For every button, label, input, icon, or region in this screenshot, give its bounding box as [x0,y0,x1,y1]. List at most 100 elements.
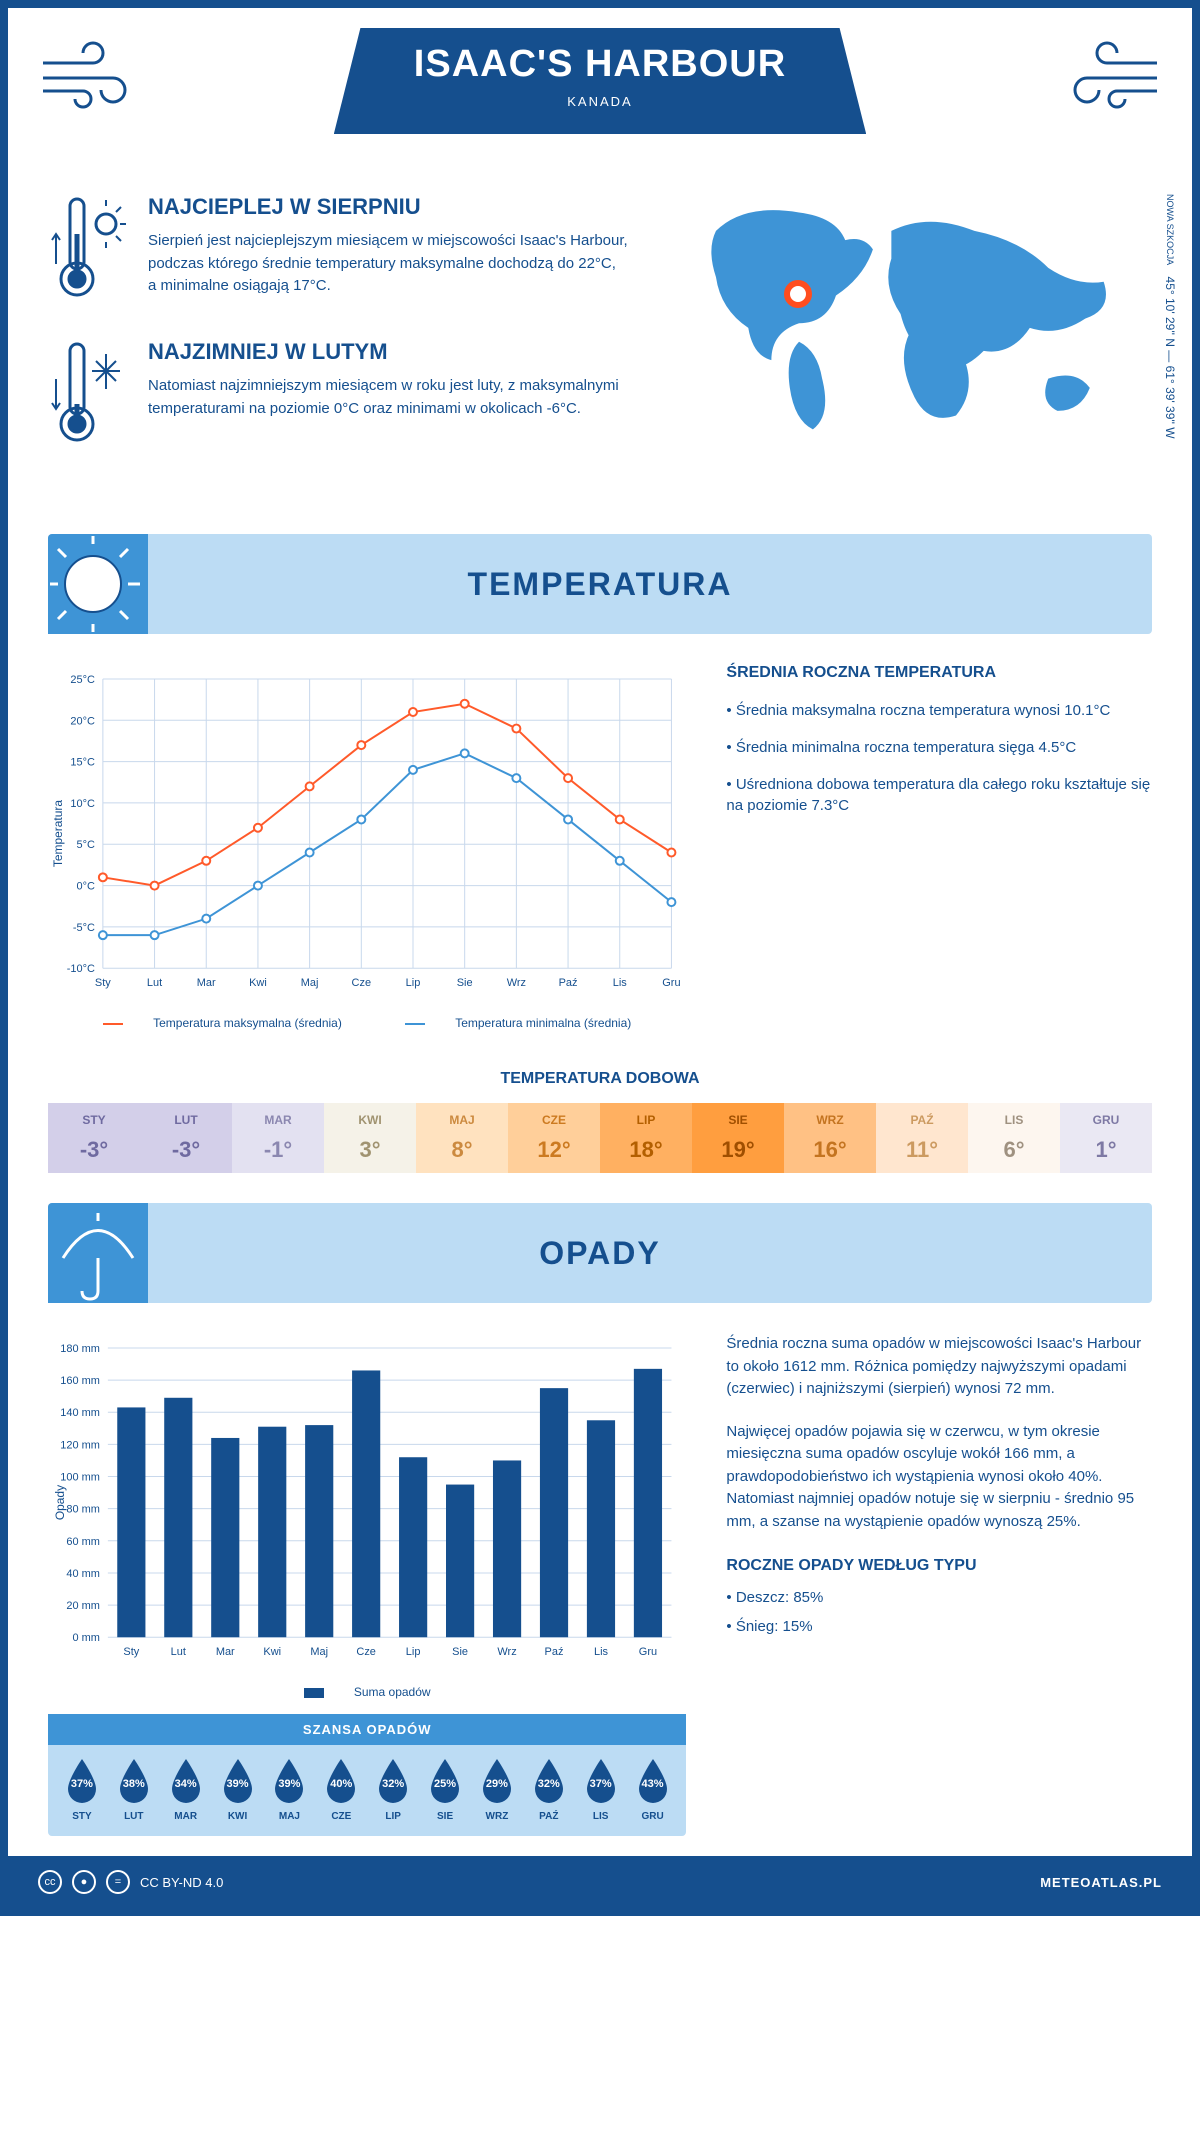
raindrop-icon: 39% [218,1757,258,1805]
svg-text:Cze: Cze [352,977,372,989]
precip-chance-month: MAJ [264,1811,316,1822]
temperature-banner: TEMPERATURA [48,534,1152,634]
svg-text:120 mm: 120 mm [60,1440,100,1452]
legend-min-label: Temperatura minimalna (średnia) [455,1016,631,1030]
precip-chance-month: STY [56,1811,108,1822]
svg-text:Sie: Sie [457,977,473,989]
wind-icon-left [38,33,148,125]
daily-temp-cell: GRU 1° [1060,1103,1152,1173]
daily-temp-value: -3° [48,1137,140,1163]
raindrop-icon: 39% [269,1757,309,1805]
opady-chart-legend: Suma opadów [48,1685,686,1699]
temperature-line-chart: -10°C-5°C0°C5°C10°C15°C20°C25°CStyLutMar… [48,664,686,1003]
raindrop-icon: 38% [114,1757,154,1805]
daily-temp-value: -3° [140,1137,232,1163]
precip-chance-month: WRZ [471,1811,523,1822]
avg-temp-heading: ŚREDNIA ROCZNA TEMPERATURA [726,664,1152,682]
raindrop-icon: 29% [477,1757,517,1805]
temperature-section: -10°C-5°C0°C5°C10°C15°C20°C25°CStyLutMar… [8,634,1192,1050]
daily-temp-value: 1° [1060,1137,1152,1163]
daily-temp-cell: MAR-1° [232,1103,324,1173]
daily-temp-month: CZE [508,1113,600,1127]
svg-text:180 mm: 180 mm [60,1343,100,1355]
precip-chance-pct: 43% [642,1778,664,1790]
svg-text:100 mm: 100 mm [60,1472,100,1484]
temp-chart-legend: Temperatura maksymalna (średnia) Tempera… [48,1016,686,1030]
precip-chance-cell: 32% PAŹ [523,1757,575,1822]
wind-icon-right [1052,33,1162,125]
daily-temp-table: STY-3°LUT-3°MAR-1°KWI3°MAJ8°CZE12°LIP18°… [48,1103,1152,1173]
svg-text:Paź: Paź [545,1646,564,1658]
precip-chance-pct: 32% [382,1778,404,1790]
daily-temp-value: 12° [508,1137,600,1163]
svg-text:0°C: 0°C [76,881,94,893]
svg-text:140 mm: 140 mm [60,1407,100,1419]
title-banner: ISAAC'S HARBOUR KANADA [334,28,866,134]
svg-text:60 mm: 60 mm [66,1536,100,1548]
daily-temp-value: 3° [324,1137,416,1163]
daily-temp-value: 8° [416,1137,508,1163]
precip-type-heading: ROCZNE OPADY WEDŁUG TYPU [726,1557,1152,1575]
svg-text:Gru: Gru [662,977,680,989]
svg-text:-5°C: -5°C [73,922,95,934]
precip-chance-month: PAŹ [523,1811,575,1822]
svg-text:Maj: Maj [310,1646,328,1658]
temp-info-bullet: • Średnia maksymalna roczna temperatura … [726,700,1152,721]
precip-chance-cell: 39% MAJ [264,1757,316,1822]
warmest-heading: NAJCIEPLEJ W SIERPNIU [148,194,628,220]
svg-text:160 mm: 160 mm [60,1375,100,1387]
svg-text:Gru: Gru [639,1646,657,1658]
thermometer-cold-icon [48,339,128,454]
svg-text:80 mm: 80 mm [66,1504,100,1516]
svg-text:Sty: Sty [95,977,111,989]
svg-text:25°C: 25°C [70,674,95,686]
daily-temp-month: KWI [324,1113,416,1127]
daily-temp-cell: KWI 3° [324,1103,416,1173]
daily-temp-month: GRU [1060,1113,1152,1127]
precip-chance-month: LUT [108,1811,160,1822]
daily-temp-month: WRZ [784,1113,876,1127]
raindrop-icon: 32% [373,1757,413,1805]
raindrop-icon: 43% [633,1757,673,1805]
svg-text:Lip: Lip [406,1646,421,1658]
precip-para-1: Średnia roczna suma opadów w miejscowośc… [726,1333,1152,1401]
warmest-body: Sierpień jest najcieplejszym miesiącem w… [148,230,628,298]
daily-temp-cell: LIP 18° [600,1103,692,1173]
umbrella-icon [48,1203,148,1303]
daily-temp-month: LIP [600,1113,692,1127]
svg-text:0 mm: 0 mm [72,1632,99,1644]
daily-temp-value: 16° [784,1137,876,1163]
daily-temp-cell: SIE19° [692,1103,784,1173]
precip-chance-month: KWI [212,1811,264,1822]
svg-text:Kwi: Kwi [263,1646,281,1658]
latlon-text: 45° 10' 29'' N — 61° 39' 39'' W [1163,277,1177,439]
precip-para-2: Najwięcej opadów pojawia się w czerwcu, … [726,1421,1152,1534]
daily-temp-cell: LIS6° [968,1103,1060,1173]
precipitation-heading: OPADY [539,1235,660,1272]
precip-chance-cell: 29% WRZ [471,1757,523,1822]
raindrop-icon: 40% [321,1757,361,1805]
svg-text:Paź: Paź [559,977,578,989]
precip-chance-cell: 32% LIP [367,1757,419,1822]
daily-temp-value: 18° [600,1137,692,1163]
svg-text:40 mm: 40 mm [66,1568,100,1580]
coldest-heading: NAJZIMNIEJ W LUTYM [148,339,628,365]
precip-chance-cell: 39% KWI [212,1757,264,1822]
svg-text:Wrz: Wrz [507,977,526,989]
svg-text:Sty: Sty [123,1646,139,1658]
daily-temp-cell: MAJ8° [416,1103,508,1173]
thermometer-hot-icon [48,194,128,309]
precip-chance-pct: 32% [538,1778,560,1790]
svg-text:20 mm: 20 mm [66,1600,100,1612]
svg-text:Lip: Lip [406,977,421,989]
raindrop-icon: 32% [529,1757,569,1805]
raindrop-icon: 37% [62,1757,102,1805]
daily-temp-heading: TEMPERATURA DOBOWA [8,1070,1192,1088]
svg-text:Temperatura: Temperatura [51,800,65,867]
cc-icon: cc [38,1870,62,1894]
license-text: CC BY-ND 4.0 [140,1875,223,1890]
precip-chance-month: LIP [367,1811,419,1822]
daily-temp-value: 19° [692,1137,784,1163]
precip-chance-cell: 38% LUT [108,1757,160,1822]
svg-text:Wrz: Wrz [497,1646,516,1658]
